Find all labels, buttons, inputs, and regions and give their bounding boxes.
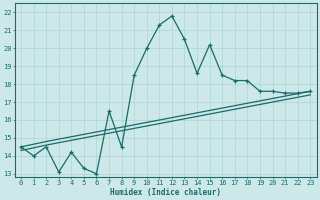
X-axis label: Humidex (Indice chaleur): Humidex (Indice chaleur) [110, 188, 221, 197]
